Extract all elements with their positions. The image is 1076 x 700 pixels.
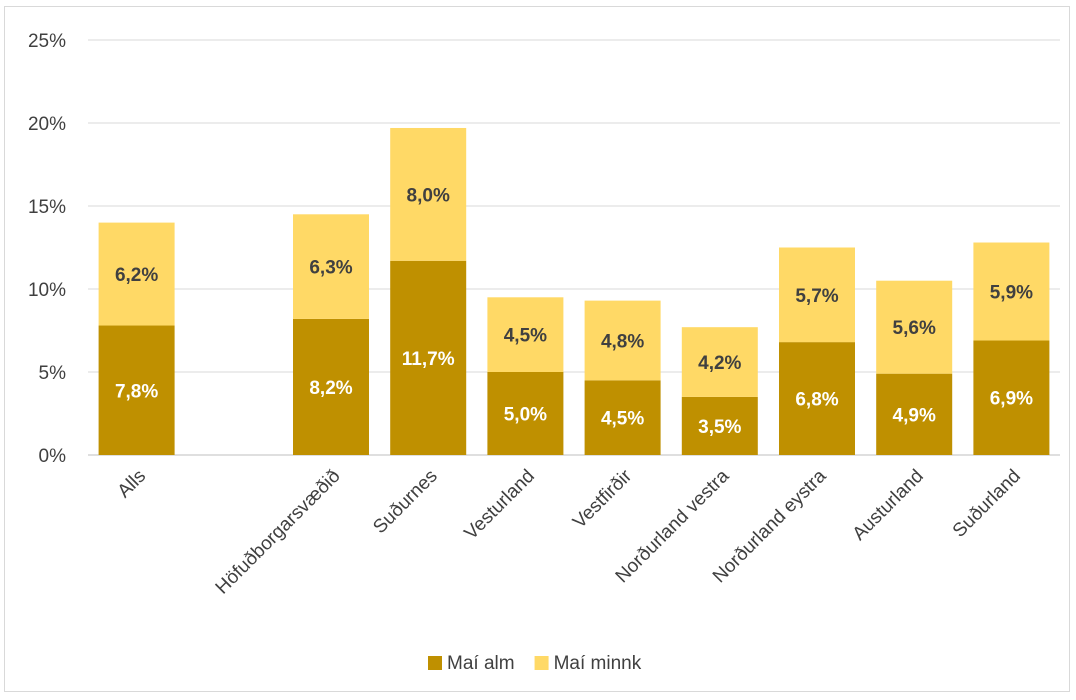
bar-segment (779, 342, 855, 455)
x-tick-label: Höfuðborgarsvæðið (212, 466, 345, 599)
bar-segment (584, 300, 661, 381)
y-tick-label: 25% (28, 31, 66, 52)
legend: Maí alm Maí minnk (428, 653, 642, 674)
data-label: 5,0% (504, 405, 547, 426)
data-label: 4,8% (601, 331, 644, 352)
bars: 7,8% 6,2% 8,2% 6,3% 11,7% 8,0% 5,0% 4,5% 4,5% 4,8… (98, 127, 1050, 455)
y-tick-label: 20% (28, 114, 66, 135)
x-tick-label: Suðurland (949, 466, 1025, 542)
data-label: 5,9% (990, 282, 1033, 303)
x-tick-label: Suðurnes (369, 466, 441, 538)
bar-segment (293, 214, 369, 319)
legend-label: Maí alm (447, 653, 515, 674)
data-label: 4,5% (601, 409, 644, 430)
data-label: 4,9% (893, 405, 936, 426)
bar-segment (390, 127, 467, 261)
bar-segment (779, 247, 855, 343)
y-axis: 0% 5% 10% 15% 20% 25% (28, 31, 66, 467)
bar-segment (681, 327, 758, 397)
data-label: 8,0% (407, 185, 450, 206)
data-label: 7,8% (115, 381, 158, 402)
legend-label: Maí minnk (554, 653, 642, 674)
y-tick-label: 0% (39, 446, 67, 467)
bar-segment (584, 380, 661, 455)
x-tick-label: Alls (114, 466, 151, 503)
bar-segment (293, 318, 369, 455)
bar-segment (876, 373, 953, 455)
data-label: 6,9% (990, 389, 1033, 410)
bar-segment (98, 222, 175, 326)
x-tick-label: Austurland (849, 466, 928, 545)
data-label: 4,2% (698, 353, 741, 374)
data-label: 3,5% (698, 417, 741, 438)
bar-segment (98, 325, 175, 455)
data-label: 8,2% (309, 378, 352, 399)
bar-segment (390, 260, 467, 455)
bar-segment (973, 340, 1050, 455)
data-label: 5,6% (893, 318, 936, 339)
x-tick-label: Vesturland (461, 466, 539, 544)
data-label: 6,3% (309, 258, 352, 279)
x-tick-label: Vestfirðir (569, 465, 637, 533)
bar-segment (487, 297, 564, 372)
y-tick-label: 5% (39, 363, 67, 384)
data-label: 5,7% (795, 286, 838, 307)
bar-segment (487, 372, 564, 455)
bar-segment (876, 280, 953, 374)
bar-segment (681, 396, 758, 455)
data-label: 4,5% (504, 326, 547, 347)
data-label: 11,7% (402, 349, 455, 370)
data-label: 6,2% (115, 265, 158, 286)
bar-segment (973, 242, 1050, 341)
legend-swatch (534, 656, 549, 670)
x-axis: Alls Höfuðborgarsvæðið Suðurnes Vesturland V… (114, 465, 1025, 598)
legend-swatch (428, 656, 442, 670)
y-tick-label: 15% (28, 197, 66, 218)
data-label: 6,8% (795, 390, 838, 411)
y-tick-label: 10% (28, 280, 66, 301)
